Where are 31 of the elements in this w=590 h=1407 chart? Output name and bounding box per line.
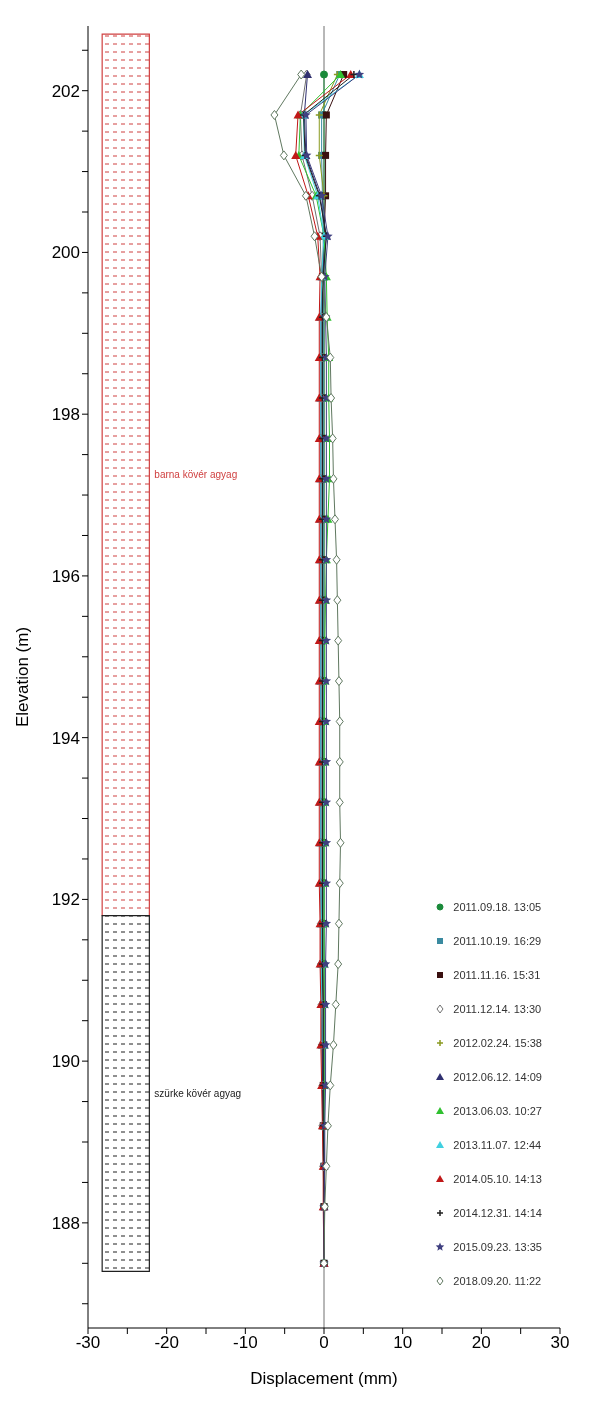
legend-label: 2011.09.18. 13:05 [453,901,542,913]
legend-label: 2012.06.12. 14:09 [453,1071,542,1083]
y-tick-label: 188 [51,1213,80,1233]
x-tick-label: 20 [471,1333,491,1353]
x-tick-label: -30 [75,1333,101,1353]
x-tick-label: -20 [154,1333,179,1353]
legend-label: 2013.06.03. 10:27 [453,1105,542,1117]
y-tick-label: 190 [51,1052,80,1072]
y-tick-label: 200 [51,243,80,263]
legend-label: 2018.09.20. 11:22 [453,1275,542,1287]
legend-label: 2011.12.14. 13:30 [453,1003,542,1015]
legend-label: 2012.02.24. 15:38 [453,1037,542,1049]
x-tick-label: -10 [233,1333,258,1353]
y-tick-label: 194 [51,728,80,748]
x-tick-label: 30 [550,1333,570,1353]
legend-label: 2013.11.07. 12:44 [453,1139,542,1151]
legend-label: 2014.05.10. 14:13 [453,1173,542,1185]
band-label: szürke kövér agyag [154,1088,242,1100]
y-tick-label: 202 [51,81,80,101]
legend-label: 2014.12.31. 14:14 [453,1207,542,1219]
legend-label: 2011.10.19. 16:29 [453,935,542,947]
y-axis-title: Elevation (m) [13,626,33,728]
x-axis-title: Displacement (mm) [250,1369,398,1388]
y-tick-label: 196 [51,566,80,586]
legend-label: 2011.11.16. 15:31 [453,969,541,981]
x-tick-label: 0 [319,1333,329,1353]
x-tick-label: 10 [393,1333,413,1353]
legend-label: 2015.09.23. 13:35 [453,1241,542,1253]
y-tick-label: 192 [51,890,80,910]
band-label: barna kövér agyag [154,469,238,481]
y-tick-label: 198 [51,405,80,425]
